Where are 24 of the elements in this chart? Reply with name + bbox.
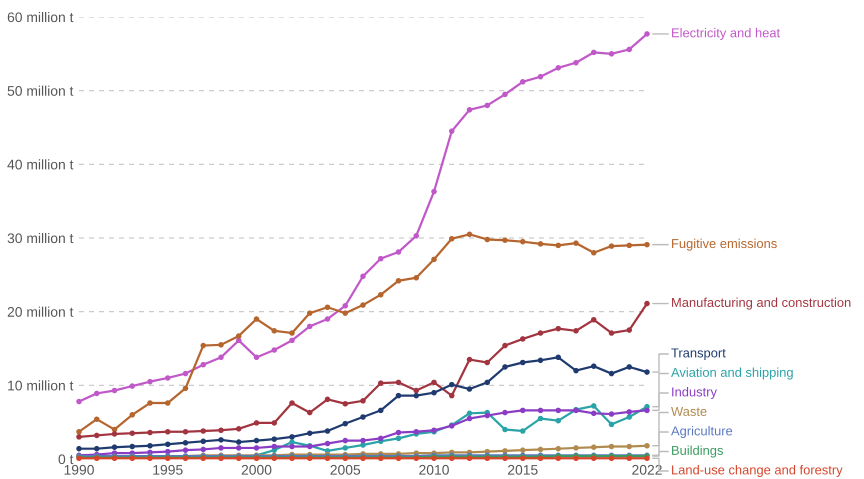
text: Aviation and shipping (671, 367, 793, 380)
series-label: Fugitive emissions (672, 238, 777, 251)
y-tick-label: 40 million t (7, 159, 74, 170)
y-tick-label: 60 million t (8, 12, 74, 22)
series-label: Land-use change and forestry (672, 464, 843, 478)
x-tick-label: 2005 (330, 464, 360, 475)
x-tick-label: 1995 (153, 464, 183, 475)
y-tick-label: 20 million t (8, 306, 74, 317)
y-tick-label: 50 million t (8, 86, 74, 96)
series-label: Industry (672, 386, 717, 400)
y-tick-label: 30 million t (8, 232, 74, 244)
series-label: Electricity and heat (672, 28, 780, 40)
x-tick-label: 2022 (632, 464, 662, 475)
x-tick-label: 2000 (242, 464, 272, 475)
y-tick-label: 0 t (58, 454, 74, 464)
series-label: Manufacturing and construction (672, 298, 850, 310)
series-label: Transport (671, 348, 726, 360)
y-tick-label: 10 million t (8, 380, 74, 391)
x-tick-label: 1990 (64, 464, 94, 475)
x-tick-label: 2010 (419, 464, 449, 475)
text: Agriculture (671, 426, 732, 438)
x-tick-label: 2015 (508, 464, 538, 475)
text: Waste (671, 406, 707, 416)
series-label: Buildings (672, 445, 723, 458)
